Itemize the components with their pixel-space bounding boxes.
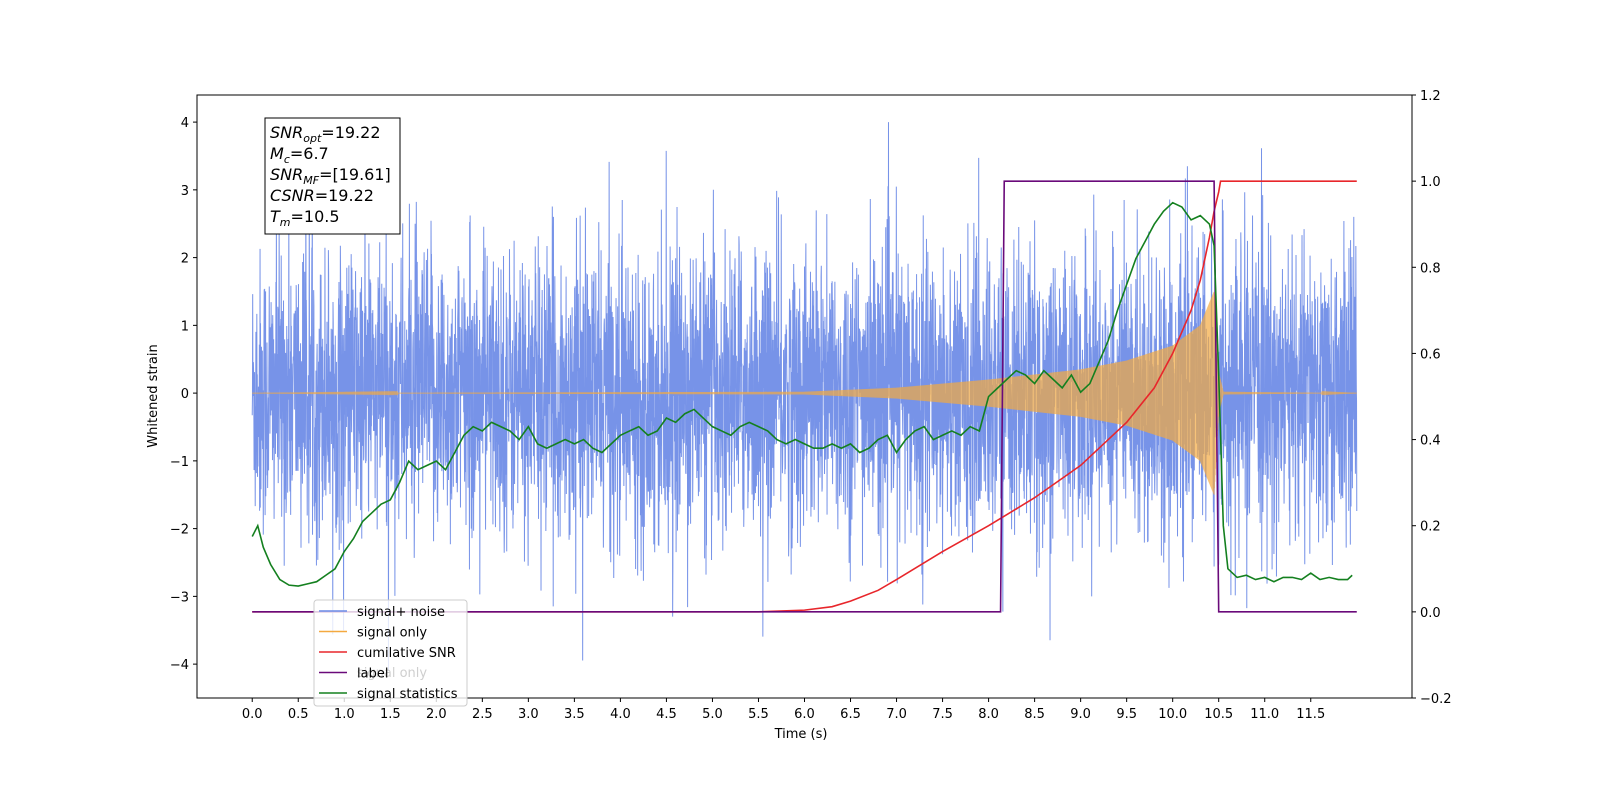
y-right-tick-label: 0.0 xyxy=(1420,606,1441,621)
x-tick-label: 3.0 xyxy=(518,707,539,722)
annotation-line: Tm=10.5 xyxy=(270,207,340,229)
y-axis-label: Whitened strain xyxy=(146,344,161,447)
x-tick-label: 5.0 xyxy=(702,707,723,722)
annotation-frame xyxy=(264,117,401,235)
x-tick-label: 4.0 xyxy=(610,707,631,722)
legend-frame xyxy=(313,599,468,707)
y-left-tick-label: 3 xyxy=(181,184,189,199)
y-axis-right-ticks: 1.2 1.0 0.8 0.6 0.4 0.2 0.0 −0.2 xyxy=(1412,89,1452,707)
y-left-tick-label: −3 xyxy=(170,590,189,605)
series-signal-statistics xyxy=(251,201,1353,587)
x-tick-label: 8.5 xyxy=(1024,707,1045,722)
y-left-tick-label: 4 xyxy=(181,116,189,131)
x-tick-label: 9.5 xyxy=(1116,707,1137,722)
x-axis-ticks: 0.0 0.5 1.0 1.5 2.0 2.5 3.0 3.5 4.0 4.5 5.0 5.5 6.0 6… xyxy=(242,698,1325,722)
x-tick-label: 0.5 xyxy=(288,707,309,722)
legend-ghost-text: signal only xyxy=(357,666,427,681)
series-cumulative-snr xyxy=(252,180,1357,613)
x-tick-label: 11.5 xyxy=(1296,707,1325,722)
x-tick-label: 6.5 xyxy=(840,707,861,722)
y-left-tick-label: −4 xyxy=(170,658,189,673)
x-tick-label: 7.5 xyxy=(932,707,953,722)
plot-series xyxy=(251,122,1358,671)
series-label xyxy=(252,180,1357,613)
legend-label: signal statistics xyxy=(357,687,458,702)
x-tick-label: 3.5 xyxy=(564,707,585,722)
y-left-tick-label: −2 xyxy=(170,523,189,538)
legend: signal only signal+ noise signal only cumil… xyxy=(313,599,468,707)
annotation-box: SNRopt=19.22Mc=6.7SNRMF=[19.61]CSNR=19.2… xyxy=(264,117,401,235)
legend-label: signal+ noise xyxy=(357,605,445,620)
legend-label: label xyxy=(357,667,388,682)
x-tick-label: 4.5 xyxy=(656,707,677,722)
x-tick-label: 11.0 xyxy=(1250,707,1279,722)
y-left-tick-label: 0 xyxy=(181,387,189,402)
x-tick-label: 5.5 xyxy=(748,707,769,722)
y-left-tick-label: 2 xyxy=(181,252,189,267)
y-left-tick-label: 1 xyxy=(181,319,189,334)
y-right-tick-label: 1.0 xyxy=(1420,175,1441,190)
x-tick-label: 1.5 xyxy=(380,707,401,722)
annotation-line: SNRopt=19.22 xyxy=(270,123,381,145)
y-axis-left-ticks: 4 3 2 1 0 −1 −2 −3 −4 xyxy=(170,116,197,673)
x-tick-label: 8.0 xyxy=(978,707,999,722)
series-signal-only xyxy=(252,291,1357,495)
y-right-tick-label: 0.6 xyxy=(1420,347,1441,362)
x-tick-label: 7.0 xyxy=(886,707,907,722)
x-tick-label: 1.0 xyxy=(334,707,355,722)
y-right-tick-label: −0.2 xyxy=(1420,692,1452,707)
x-tick-label: 10.0 xyxy=(1158,707,1187,722)
y-left-tick-label: −1 xyxy=(170,455,189,470)
x-tick-label: 0.0 xyxy=(242,707,263,722)
x-tick-label: 10.5 xyxy=(1204,707,1233,722)
annotation-line: SNRMF=[19.61] xyxy=(270,165,391,187)
x-tick-label: 2.0 xyxy=(426,707,447,722)
annotation-line: CSNR=19.22 xyxy=(270,186,374,205)
x-axis-label: Time (s) xyxy=(774,727,828,742)
legend-label: cumilative SNR xyxy=(357,646,456,661)
x-tick-label: 6.0 xyxy=(794,707,815,722)
y-right-tick-label: 0.4 xyxy=(1420,434,1441,449)
legend-label: signal only xyxy=(357,626,427,641)
y-right-tick-label: 1.2 xyxy=(1420,89,1441,104)
y-right-tick-label: 0.8 xyxy=(1420,261,1441,276)
x-tick-label: 9.0 xyxy=(1070,707,1091,722)
annotation-line: Mc=6.7 xyxy=(270,144,329,166)
y-right-tick-label: 0.2 xyxy=(1420,520,1441,535)
x-tick-label: 2.5 xyxy=(472,707,493,722)
